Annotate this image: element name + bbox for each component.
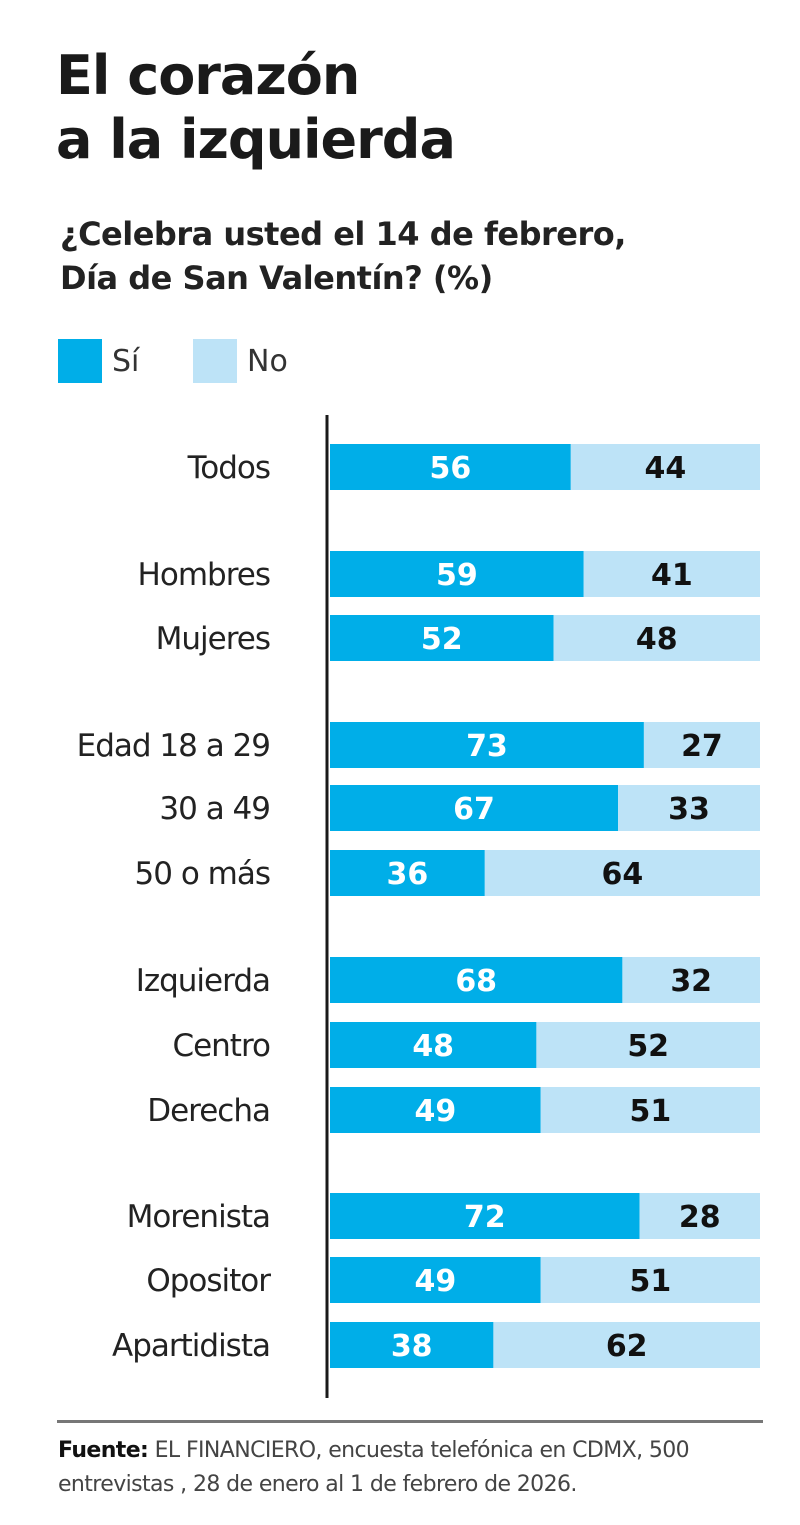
data-label-si: 73 bbox=[466, 729, 508, 764]
data-label-no: 64 bbox=[602, 857, 644, 892]
data-label-no: 44 bbox=[645, 451, 687, 486]
legend-swatch-si bbox=[58, 339, 102, 383]
bar-no bbox=[540, 1257, 760, 1303]
chart-subtitle: ¿Celebra usted el 14 de febrero, Día de … bbox=[60, 215, 626, 297]
legend-label-si: Sí bbox=[112, 343, 140, 379]
legend-item-no: No bbox=[193, 338, 288, 384]
bar-no bbox=[536, 1022, 760, 1068]
legend-swatch-no bbox=[193, 339, 237, 383]
data-label-no: 28 bbox=[679, 1200, 721, 1235]
bar-si bbox=[330, 722, 644, 768]
bar-no bbox=[583, 551, 760, 597]
chart-title: El corazón a la izquierda bbox=[56, 44, 456, 171]
bar-si bbox=[330, 1022, 537, 1068]
bar-si bbox=[330, 615, 554, 661]
data-label-si: 67 bbox=[453, 792, 495, 827]
bar-no bbox=[493, 1322, 760, 1368]
bar-no bbox=[540, 1087, 760, 1133]
data-label-no: 27 bbox=[681, 729, 723, 764]
data-label-no: 51 bbox=[629, 1264, 671, 1299]
category-label: 30 a 49 bbox=[159, 791, 270, 827]
footer-divider bbox=[57, 1420, 763, 1423]
source-note: Fuente: EL FINANCIERO, encuesta telefóni… bbox=[58, 1434, 778, 1502]
category-label: Edad 18 a 29 bbox=[77, 728, 270, 764]
bar-no bbox=[622, 957, 760, 1003]
data-label-no: 33 bbox=[668, 792, 710, 827]
data-label-si: 38 bbox=[391, 1329, 433, 1364]
category-label: Centro bbox=[172, 1028, 270, 1064]
data-label-si: 49 bbox=[414, 1094, 456, 1129]
category-label: Hombres bbox=[138, 557, 270, 593]
data-label-si: 49 bbox=[414, 1264, 456, 1299]
data-label-no: 51 bbox=[629, 1094, 671, 1129]
data-label-no: 62 bbox=[606, 1329, 648, 1364]
category-label: Mujeres bbox=[156, 621, 270, 657]
legend-item-si: Sí bbox=[58, 338, 139, 384]
bar-no bbox=[618, 785, 760, 831]
bar-no bbox=[639, 1193, 760, 1239]
bar-no bbox=[570, 444, 760, 490]
source-label: Fuente: bbox=[58, 1438, 149, 1463]
data-label-no: 41 bbox=[651, 558, 693, 593]
bar-si bbox=[330, 1322, 494, 1368]
data-label-no: 48 bbox=[636, 622, 678, 657]
data-label-no: 32 bbox=[670, 964, 712, 999]
data-label-si: 52 bbox=[421, 622, 463, 657]
data-label-si: 59 bbox=[436, 558, 478, 593]
category-label: Izquierda bbox=[136, 963, 270, 999]
bar-si bbox=[330, 444, 571, 490]
bar-si bbox=[330, 1087, 541, 1133]
category-label: Apartidista bbox=[112, 1328, 270, 1364]
data-label-si: 48 bbox=[412, 1029, 454, 1064]
bar-si bbox=[330, 1257, 541, 1303]
category-label: Morenista bbox=[127, 1199, 270, 1235]
data-label-si: 72 bbox=[464, 1200, 506, 1235]
category-label: Opositor bbox=[146, 1263, 271, 1299]
source-text: EL FINANCIERO, encuesta telefónica en CD… bbox=[58, 1438, 690, 1497]
bar-no bbox=[484, 850, 760, 896]
category-label: 50 o más bbox=[135, 856, 270, 892]
bar-si bbox=[330, 785, 619, 831]
bar-no bbox=[643, 722, 760, 768]
legend-label-no: No bbox=[247, 343, 288, 379]
bar-si bbox=[330, 850, 485, 896]
data-label-no: 52 bbox=[627, 1029, 669, 1064]
bar-si bbox=[330, 551, 584, 597]
category-label: Derecha bbox=[147, 1093, 270, 1129]
category-label: Todos bbox=[187, 450, 270, 486]
bar-si bbox=[330, 1193, 640, 1239]
data-label-si: 56 bbox=[430, 451, 472, 486]
data-label-si: 68 bbox=[455, 964, 497, 999]
bar-si bbox=[330, 957, 623, 1003]
data-label-si: 36 bbox=[387, 857, 429, 892]
bar-no bbox=[553, 615, 760, 661]
